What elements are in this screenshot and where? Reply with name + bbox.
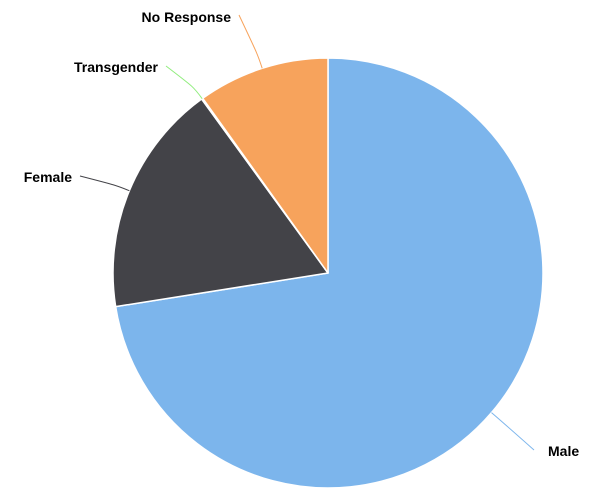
label-male: Male	[548, 443, 579, 459]
pie-slice-male[interactable]	[114, 57, 544, 489]
pie-slice-no-response[interactable]	[201, 57, 329, 274]
labels-layer: Male Female Transgender No Response	[24, 9, 580, 459]
connector-transgender	[165, 65, 203, 99]
label-no-response: No Response	[142, 9, 232, 25]
label-transgender: Transgender	[74, 59, 159, 75]
connector-no-response	[238, 14, 263, 69]
label-female: Female	[24, 169, 72, 185]
connectors-layer	[79, 14, 535, 451]
pie-slice-female[interactable]	[112, 98, 329, 308]
slices-layer	[112, 57, 544, 489]
connector-female	[79, 175, 130, 192]
connector-male	[491, 412, 535, 451]
